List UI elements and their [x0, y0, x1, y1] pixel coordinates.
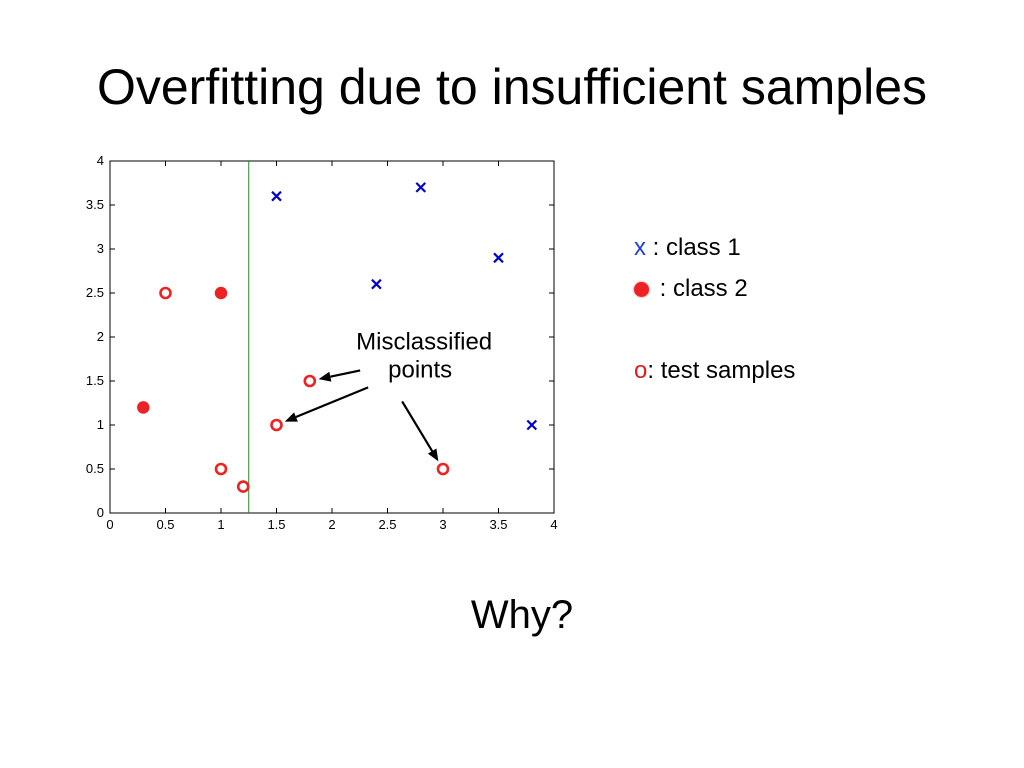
x-tick-label: 1: [217, 517, 224, 532]
legend-x-marker: x: [634, 234, 646, 261]
legend-test-label: : test samples: [647, 357, 796, 384]
y-tick-label: 2: [97, 329, 104, 344]
legend-o-marker: o: [634, 357, 648, 384]
x-tick-label: 0.5: [156, 517, 174, 532]
y-tick-label: 3.5: [86, 197, 104, 212]
class1-x-marker: [493, 252, 504, 264]
x-stroke: [371, 278, 382, 290]
legend-spacer: [634, 310, 964, 351]
class1-x-marker: [415, 182, 427, 193]
annotation-text-line: points: [388, 356, 452, 383]
y-tick-label: 4: [97, 153, 104, 168]
data-points-layer: [137, 182, 538, 493]
test-open-point: [214, 462, 228, 476]
y-tick-label: 1: [97, 417, 104, 432]
x-tick-label: 1.5: [267, 517, 285, 532]
arrow-shaft: [295, 386, 369, 419]
test-open-point: [436, 462, 450, 476]
legend-row-class2: : class 2: [634, 269, 964, 310]
y-tick-label: 2.5: [86, 285, 104, 300]
arrow-head: [284, 412, 298, 422]
x-tick-label: 2: [328, 517, 335, 532]
class2-filled-point: [137, 401, 150, 414]
annotation-arrow: [284, 386, 369, 422]
test-open-point: [159, 286, 172, 300]
x-stroke: [493, 252, 504, 264]
slide-title: Overfitting due to insufficient samples: [96, 59, 928, 115]
test-open-point: [236, 480, 250, 493]
test-open-point: [303, 374, 317, 388]
arrow-shaft: [401, 400, 434, 452]
y-tick-label: 1.5: [86, 373, 104, 388]
arrow-head: [318, 371, 332, 382]
class1-x-marker: [371, 278, 382, 290]
legend: x : class 1 : class 2 o: test samples: [634, 228, 964, 392]
x-tick-label: 4: [550, 517, 557, 532]
y-tick-label: 3: [97, 241, 104, 256]
y-tick-label: 0.5: [86, 461, 104, 476]
annotation-arrow: [401, 400, 439, 462]
chart-svg: 0 0.5 1 1.5 2 2.5 3 3.5 4 0 0.5 1 1.5 2 2.5 3 3.5 4 Miscl…: [86, 153, 558, 532]
test-open-point: [270, 418, 283, 432]
x-stroke: [526, 419, 538, 431]
legend-row-class1: x : class 1: [634, 228, 964, 269]
legend-class1-label: : class 1: [646, 234, 741, 261]
class1-x-marker: [526, 419, 538, 431]
x-stroke: [415, 182, 427, 193]
legend-row-test: o: test samples: [634, 351, 964, 392]
y-tick-label: 0: [97, 505, 104, 520]
x-tick-label: 2.5: [378, 517, 396, 532]
class2-filled-point: [214, 286, 228, 300]
x-tick-label: 3: [439, 517, 446, 532]
x-tick-label: 3.5: [489, 517, 507, 532]
annotation-arrow: [318, 369, 361, 382]
scatter-chart: 0 0.5 1 1.5 2 2.5 3 3.5 4 0 0.5 1 1.5 2 2.5 3 3.5 4 Miscl…: [76, 150, 576, 545]
axis-ticks: 0 0.5 1 1.5 2 2.5 3 3.5 4 0 0.5 1 1.5 2 2.5 3 3.5 4: [86, 153, 558, 532]
legend-filled-dot-marker: [634, 282, 649, 298]
annotation-text-line: Misclassified: [356, 328, 492, 355]
class1-x-marker: [271, 190, 282, 202]
arrow-shaft: [330, 369, 361, 378]
why-question: Why?: [470, 593, 574, 637]
legend-class2-label: : class 2: [653, 275, 748, 302]
x-stroke: [271, 190, 282, 202]
plot-area-frame: [109, 160, 555, 514]
x-tick-label: 0: [106, 517, 113, 532]
arrow-head: [427, 448, 439, 462]
